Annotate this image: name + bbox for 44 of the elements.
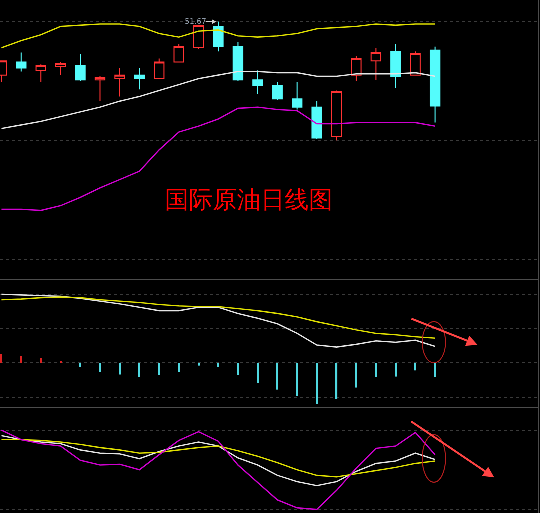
- candlestick: [232, 42, 244, 82]
- candlestick: [154, 58, 165, 80]
- bar: [217, 363, 220, 368]
- candlestick: [390, 44, 402, 89]
- candlestick: [134, 68, 145, 90]
- text: 国际原油日线图: [165, 186, 333, 214]
- bar: [414, 363, 416, 371]
- bar: [79, 363, 82, 368]
- bar: [40, 358, 42, 364]
- candlestick: [36, 64, 46, 83]
- candlestick: [292, 82, 303, 110]
- candlestick: [370, 48, 382, 81]
- candlestick: [16, 52, 27, 72]
- candlestick: [410, 51, 421, 76]
- bar: [434, 363, 436, 378]
- bar: [178, 363, 180, 372]
- candlestick: [56, 62, 66, 76]
- candlestick: [272, 82, 283, 101]
- bar: [355, 363, 358, 388]
- bar: [276, 363, 278, 390]
- bar: [0, 354, 2, 364]
- candlestick: [312, 100, 322, 140]
- bar: [119, 363, 121, 375]
- candlestick: [430, 46, 441, 124]
- candlestick: [75, 53, 86, 82]
- candlestick: [174, 44, 184, 63]
- bar: [335, 363, 338, 400]
- bar: [138, 363, 140, 378]
- bar: [237, 363, 239, 376]
- bar: [198, 363, 200, 366]
- bar: [99, 363, 102, 372]
- candlestick: [252, 70, 264, 95]
- candlestick: [351, 56, 362, 82]
- candlestick: [94, 76, 106, 102]
- candlestick: [114, 68, 126, 98]
- candlestick: [193, 24, 204, 50]
- bar: [158, 363, 160, 376]
- bar: [375, 363, 377, 378]
- bar: [395, 363, 397, 377]
- bar: [296, 363, 298, 396]
- candlestick: [331, 90, 342, 142]
- bar: [316, 363, 318, 404]
- bar: [257, 363, 259, 383]
- bar: [20, 356, 22, 364]
